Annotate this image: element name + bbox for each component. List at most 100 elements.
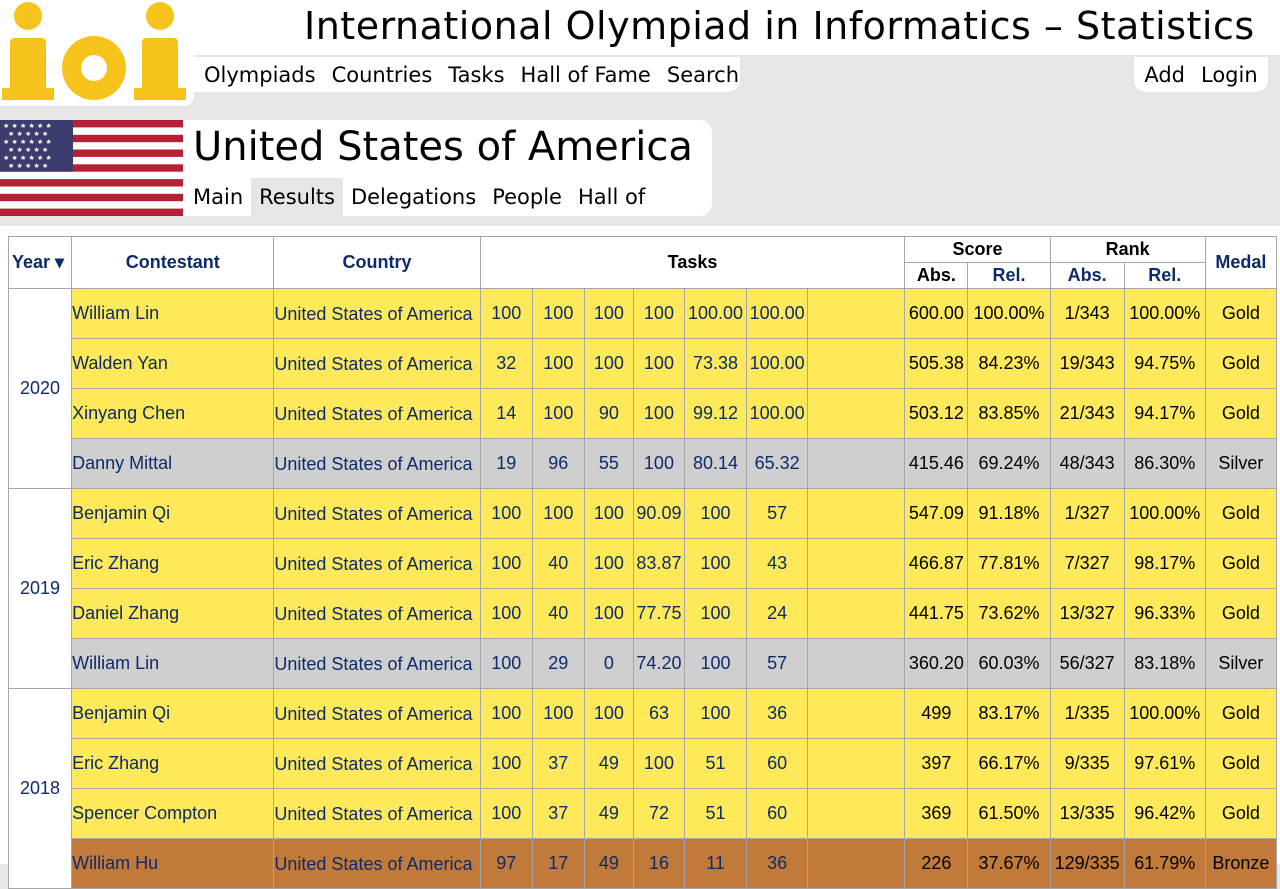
medal-cell: Gold [1204,338,1278,389]
task-score: 100 [632,288,685,339]
table-row: 2018 Benjamin Qi United States of America 1… [7,688,1278,889]
task-score: 51 [683,788,748,839]
task-score: 65.32 [746,438,809,489]
contestant-link[interactable]: William Lin [71,638,275,689]
score-abs: 369 [904,788,969,839]
rank-abs: 9/335 [1049,738,1125,789]
rank-rel: 96.42% [1123,788,1206,839]
task-score [807,688,906,739]
country-link[interactable]: United States of America [273,288,481,339]
contestant-link[interactable]: Benjamin Qi [71,688,275,739]
country-link[interactable]: United States of America [273,588,481,639]
medal-cell: Gold [1204,688,1278,739]
table-row: Spencer Compton United States of America 1… [9,788,1278,839]
tab-delegations[interactable]: Delegations [350,185,477,209]
year-cell[interactable]: 2018 [7,688,73,889]
score-header: Score [904,236,1051,263]
rank-abs-header[interactable]: Abs. [1049,262,1125,289]
task-score [807,538,906,589]
nav-login[interactable]: Login [1201,62,1258,87]
table-row: Xinyang Chen United States of America 14 10… [9,388,1278,439]
year-cell[interactable]: 2020 [7,288,73,489]
task-score: 49 [583,788,634,839]
score-rel: 83.85% [967,388,1051,439]
contestant-link[interactable]: Walden Yan [71,338,275,389]
task-score: 100 [632,388,685,439]
country-link[interactable]: United States of America [273,738,481,789]
contestant-link[interactable]: William Lin [71,288,275,339]
task-score: 49 [583,738,634,789]
tab-hall-of-fame[interactable]: Hall of Fame [577,185,646,209]
country-link[interactable]: United States of America [273,638,481,689]
country-link[interactable]: United States of America [273,488,481,539]
medal-header[interactable]: Medal [1204,236,1278,289]
task-score: 100 [632,738,685,789]
rank-abs: 56/327 [1049,638,1125,689]
nav-hall-of-fame[interactable]: Hall of Fame [520,62,651,87]
country-link[interactable]: United States of America [273,788,481,839]
task-score: 100 [531,288,585,339]
svg-text:★ ★ ★ ★ ★ ★: ★ ★ ★ ★ ★ ★ [3,154,52,162]
nav-countries[interactable]: Countries [331,62,433,87]
tab-results[interactable]: Results [251,178,343,216]
task-score: 100.00 [746,288,809,339]
task-score: 14 [479,388,533,439]
score-rel: 61.50% [967,788,1051,839]
task-score: 100 [479,788,533,839]
task-score: 100 [683,638,748,689]
score-rel: 100.00% [967,288,1051,339]
country-header-cell[interactable]: Country [273,236,481,289]
year-sort-header[interactable]: Year ▾ [7,236,73,289]
country-link[interactable]: United States of America [273,338,481,389]
country-link[interactable]: United States of America [273,538,481,589]
tab-main[interactable]: Main [193,185,244,209]
task-score: 36 [746,688,809,739]
contestant-link[interactable]: Benjamin Qi [71,488,275,539]
contestant-link[interactable]: Daniel Zhang [71,588,275,639]
task-score: 100 [583,488,634,539]
task-score: 90.09 [632,488,685,539]
nav-search[interactable]: Search [666,62,740,87]
contestant-link[interactable]: Spencer Compton [71,788,275,839]
logo[interactable] [0,0,194,106]
table-row: Walden Yan United States of America 32 100 1… [9,338,1278,389]
task-score: 32 [479,338,533,389]
contestant-header[interactable]: Contestant [71,236,275,289]
task-score: 100 [479,688,533,739]
task-score: 100.00 [683,288,748,339]
results-table: Year ▾ Contestant Country Tasks Score Ra… [7,236,1278,889]
country-link[interactable]: United States of America [273,438,481,489]
task-score: 72 [632,788,685,839]
medal-cell: Gold [1204,538,1278,589]
task-score [807,338,906,389]
tab-people[interactable]: People [492,185,562,209]
contestant-link[interactable]: Danny Mittal [71,438,275,489]
contestant-link[interactable]: Eric Zhang [71,538,275,589]
rank-abs: 13/335 [1049,788,1125,839]
rank-rel: 100.00% [1123,688,1206,739]
nav-olympiads[interactable]: Olympiads [204,62,316,87]
site-title: International Olympiad in Informatics – … [304,4,1255,48]
rank-rel-header[interactable]: Rel. [1123,262,1206,289]
rank-abs: 7/327 [1049,538,1125,589]
contestant-link[interactable]: Xinyang Chen [71,388,275,439]
score-abs: 505.38 [904,338,969,389]
medal-cell: Gold [1204,738,1278,789]
nav-add[interactable]: Add [1144,62,1185,87]
task-score: 100 [479,488,533,539]
task-score: 100 [479,538,533,589]
task-score [807,438,906,489]
task-score: 100 [632,438,685,489]
score-abs: 397 [904,738,969,789]
country-link[interactable]: United States of America [273,388,481,439]
task-score: 100 [583,288,634,339]
score-rel-header[interactable]: Rel. [967,262,1051,289]
task-score: 100 [531,688,585,739]
year-cell[interactable]: 2019 [7,488,73,689]
country-link[interactable]: United States of America [273,688,481,739]
contestant-link[interactable]: Eric Zhang [71,738,275,789]
nav-tasks[interactable]: Tasks [448,62,505,87]
task-score: 100 [479,588,533,639]
task-score: 80.14 [683,438,748,489]
task-score [807,288,906,339]
